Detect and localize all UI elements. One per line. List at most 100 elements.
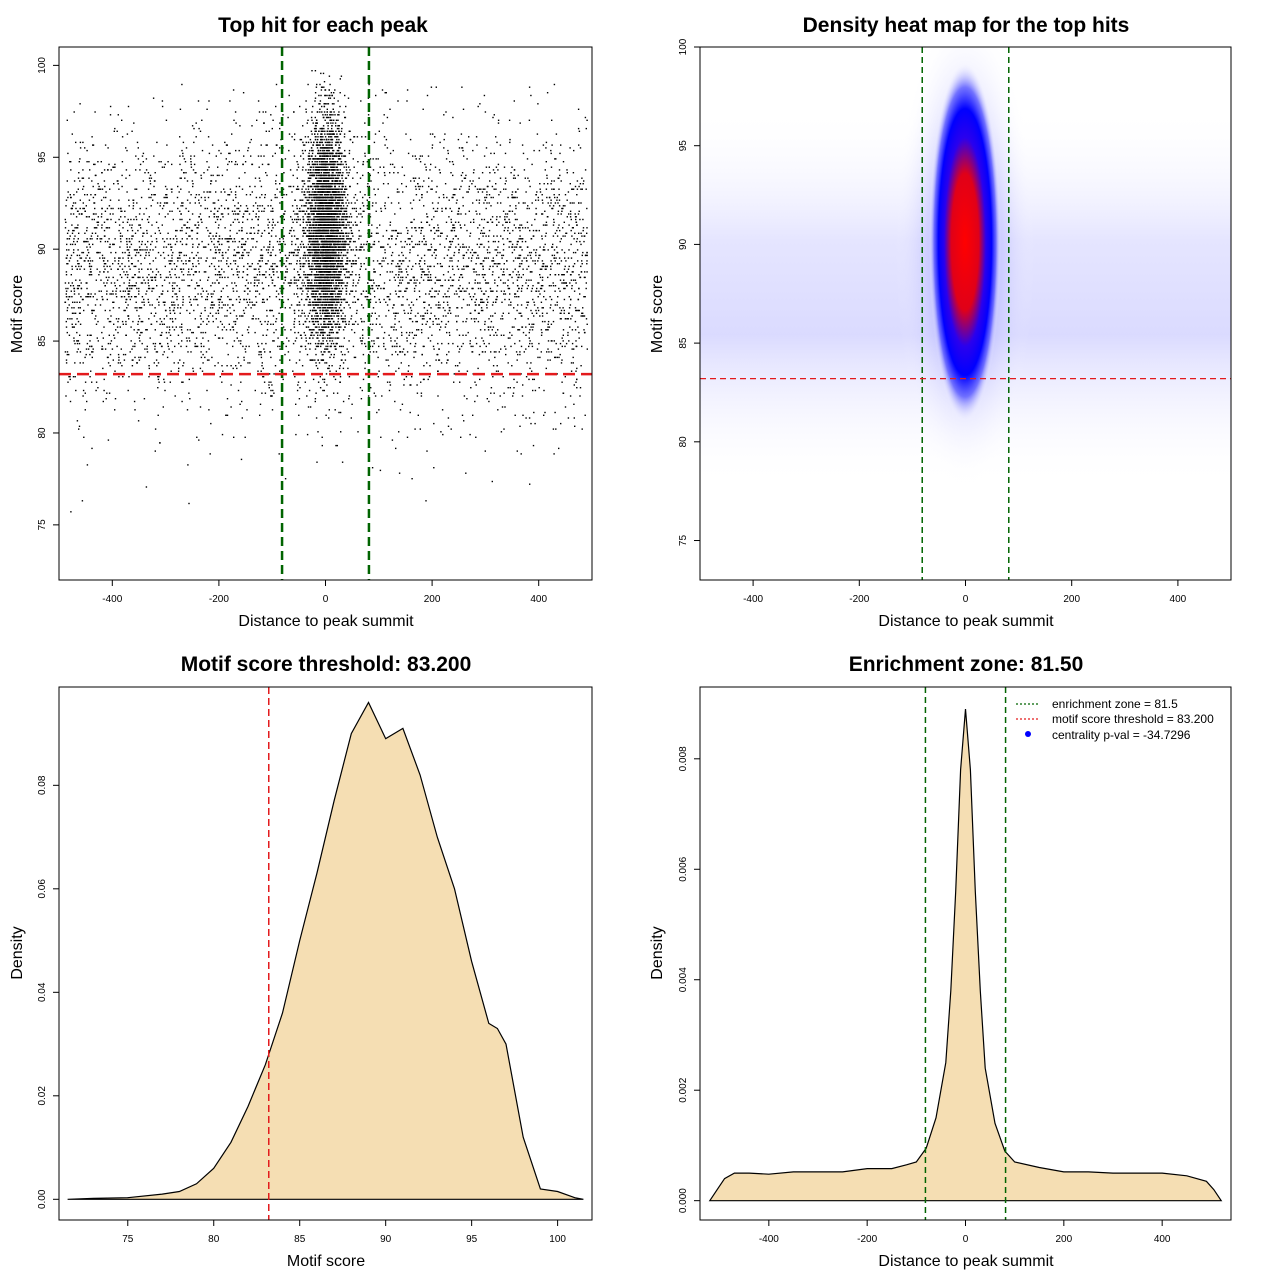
- scatter-point: [443, 257, 446, 259]
- scatter-point: [459, 290, 461, 292]
- scatter-point: [165, 119, 168, 121]
- scatter-point: [186, 221, 189, 223]
- scatter-point: [148, 196, 150, 199]
- scatter-point: [206, 161, 208, 163]
- scatter-point: [257, 342, 259, 345]
- scatter-point: [77, 285, 79, 287]
- scatter-point: [186, 409, 189, 411]
- scatter-point: [447, 342, 450, 345]
- scatter-point: [437, 227, 440, 229]
- scatter-point: [205, 227, 208, 229]
- scatter-point: [529, 483, 531, 485]
- scatter-point: [373, 268, 375, 270]
- scatter-point: [557, 227, 559, 229]
- scatter-point: [206, 323, 208, 325]
- scatter-point: [383, 114, 385, 116]
- scatter-point: [257, 263, 259, 265]
- scatter-point: [229, 235, 231, 237]
- scatter-point: [260, 356, 263, 359]
- scatter-point: [157, 271, 160, 273]
- scatter-point: [219, 320, 222, 323]
- scatter-point: [94, 304, 97, 306]
- scatter-point: [447, 290, 449, 292]
- scatter-point: [585, 127, 587, 130]
- scatter-point: [135, 265, 137, 268]
- scatter-point: [77, 238, 79, 240]
- scatter-point: [112, 263, 114, 265]
- scatter-point: [210, 174, 212, 177]
- scatter-point: [208, 152, 211, 155]
- scatter-point: [93, 213, 95, 215]
- scatter-point: [283, 235, 285, 237]
- scatter-point: [68, 334, 71, 336]
- scatter-point: [180, 345, 182, 348]
- scatter-point: [530, 251, 533, 254]
- scatter-point: [452, 279, 455, 281]
- scatter-point: [454, 365, 457, 367]
- scatter-point: [552, 224, 555, 226]
- scatter-point: [414, 155, 416, 157]
- scatter-point: [385, 138, 388, 141]
- scatter-point: [230, 224, 232, 226]
- scatter-point: [517, 276, 519, 279]
- scatter-point: [154, 450, 156, 452]
- scatter-point: [551, 207, 553, 210]
- scatter-point: [138, 271, 140, 273]
- scatter-point: [371, 224, 373, 226]
- scatter-point: [411, 376, 413, 378]
- scatter-point: [385, 301, 387, 303]
- scatter-point: [214, 221, 217, 223]
- scatter-point: [119, 238, 122, 240]
- scatter-point: [543, 246, 545, 248]
- scatter-point: [375, 285, 378, 287]
- scatter-point: [124, 309, 126, 312]
- scatter-point: [522, 331, 525, 334]
- scatter-point: [294, 243, 297, 246]
- scatter-point: [424, 163, 426, 166]
- scatter-point: [545, 232, 547, 234]
- scatter-point: [475, 298, 477, 301]
- scatter-point: [364, 152, 366, 155]
- scatter-point: [246, 218, 249, 221]
- scatter-point: [350, 265, 353, 268]
- scatter-point: [308, 216, 310, 218]
- scatter-point: [109, 342, 112, 345]
- scatter-point: [445, 296, 447, 298]
- scatter-point: [377, 172, 379, 174]
- scatter-point: [242, 92, 245, 94]
- scatter-point: [552, 282, 554, 284]
- scatter-point: [239, 342, 242, 345]
- scatter-point: [189, 202, 191, 204]
- scatter-point: [85, 205, 87, 207]
- scatter-point: [483, 274, 485, 276]
- scatter-point: [265, 342, 267, 345]
- scatter-point: [210, 304, 212, 306]
- scatter-point: [547, 276, 549, 279]
- scatter-point: [458, 213, 460, 215]
- scatter-point: [488, 400, 490, 403]
- scatter-point: [447, 320, 450, 323]
- scatter-point: [146, 345, 148, 348]
- scatter-point: [137, 260, 139, 262]
- scatter-point: [142, 152, 145, 155]
- scatter-point: [105, 196, 107, 199]
- scatter-point: [77, 249, 79, 251]
- scatter-point: [285, 257, 288, 259]
- scatter-point: [531, 323, 533, 325]
- scatter-point: [429, 265, 431, 268]
- scatter-point: [119, 274, 121, 276]
- scatter-point: [486, 191, 488, 193]
- scatter-point: [403, 246, 406, 248]
- scatter-point: [218, 271, 220, 273]
- scatter-point: [78, 342, 81, 345]
- scatter-point: [566, 318, 569, 320]
- scatter-point: [448, 216, 450, 218]
- scatter-point: [290, 329, 292, 331]
- scatter-point: [564, 194, 567, 196]
- scatter-point: [475, 342, 478, 345]
- scatter-point: [227, 276, 229, 279]
- scatter-point: [352, 224, 354, 226]
- scatter-point: [187, 271, 190, 273]
- scatter-point: [417, 183, 419, 185]
- scatter-point: [112, 213, 114, 215]
